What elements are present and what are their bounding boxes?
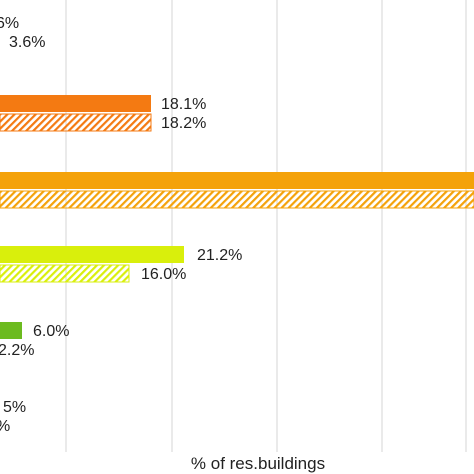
bar-hatched xyxy=(0,190,474,209)
bar-solid xyxy=(0,172,474,189)
bars xyxy=(0,95,474,339)
bar-solid xyxy=(0,246,184,263)
data-label: 16.0% xyxy=(141,266,186,283)
data-label: 6% xyxy=(0,15,19,32)
bar-hatched xyxy=(0,113,152,132)
data-label: 3.6% xyxy=(9,34,45,51)
x-axis-title: % of res.buildings xyxy=(191,454,325,473)
bar-hatched xyxy=(0,264,130,283)
bar-solid xyxy=(0,95,151,112)
data-label: 6.0% xyxy=(33,323,69,340)
data-label: 21.2% xyxy=(197,247,242,264)
data-label: 18.2% xyxy=(161,115,206,132)
data-label: 18.1% xyxy=(161,96,206,113)
data-label: % xyxy=(0,418,10,435)
data-label: 5% xyxy=(3,399,26,416)
data-label: 2.2% xyxy=(0,342,34,359)
bar-solid xyxy=(0,322,22,339)
data-labels: 6% 3.6% 18.1% 18.2% 21.2% 16.0% 6.0% 2.2% 5%% xyxy=(0,15,242,435)
gridlines xyxy=(65,0,467,452)
